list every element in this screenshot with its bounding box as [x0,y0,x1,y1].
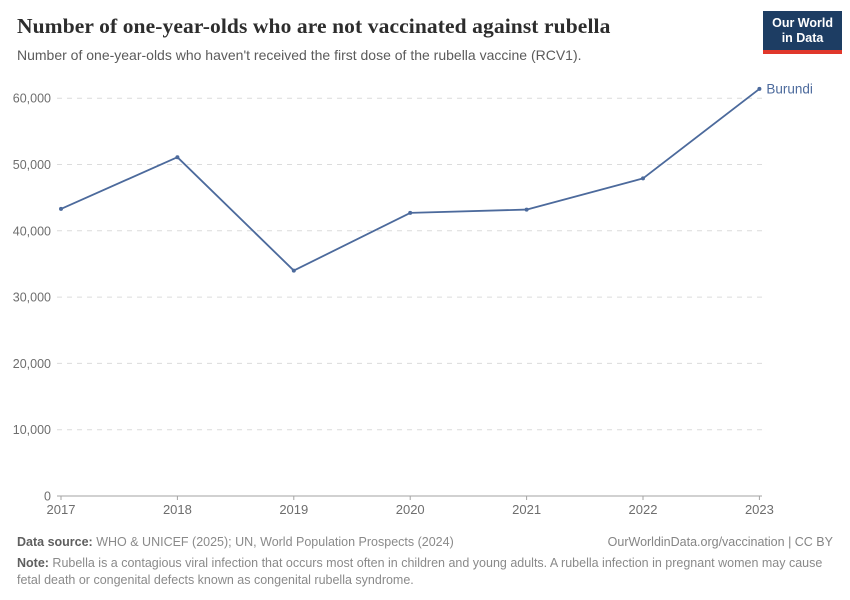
owid-logo-line1: Our World [772,16,833,30]
data-source-text: WHO & UNICEF (2025); UN, World Populatio… [92,535,454,549]
chart-footer: Data source: WHO & UNICEF (2025); UN, Wo… [17,534,833,589]
x-axis-label: 2022 [629,502,658,517]
chart-subtitle: Number of one-year-olds who haven't rece… [17,47,582,63]
y-axis-label: 60,000 [13,92,51,106]
data-point[interactable] [524,207,529,212]
y-axis-label: 50,000 [13,158,51,172]
data-point[interactable] [291,268,296,273]
series-end-label: Burundi [766,81,813,96]
x-axis-label: 2021 [512,502,541,517]
data-point[interactable] [641,176,645,181]
data-source: Data source: WHO & UNICEF (2025); UN, Wo… [17,534,454,551]
y-axis-label: 10,000 [13,423,51,437]
note-text: Rubella is a contagious viral infection … [17,555,823,587]
chart-svg: 0 10,000 20,000 30,000 40,000 50,000 60,000 201… [13,81,813,517]
data-point[interactable] [175,155,180,160]
data-point[interactable] [59,206,63,211]
data-point[interactable] [408,210,413,215]
owid-logo: Our World in Data [763,11,842,54]
y-axis-label: 30,000 [13,291,51,305]
x-axis-label: 2019 [279,502,308,517]
footer-source-row: Data source: WHO & UNICEF (2025); UN, Wo… [17,534,833,551]
y-axis-label: 20,000 [13,357,51,371]
x-axis-label: 2023 [745,502,774,517]
x-axis-label: 2017 [47,502,76,517]
page-title: Number of one-year-olds who are not vacc… [17,14,611,38]
x-axis-label: 2018 [163,502,192,517]
owid-logo-line2: in Data [781,30,824,45]
series-line [60,88,760,272]
footer-link[interactable]: OurWorldinData.org/vaccination | CC BY [607,535,833,549]
note-label: Note: [17,555,49,570]
data-source-label: Data source: [17,535,93,549]
y-axis-label: 0 [44,490,51,504]
line-chart: 0 10,000 20,000 30,000 40,000 50,000 60,000 201… [0,75,850,525]
y-axis-label: 40,000 [13,224,51,238]
footer-note: Note: Rubella is a contagious viral infe… [17,555,833,589]
chart-header: Number of one-year-olds who are not vacc… [17,14,833,63]
x-axis-label: 2020 [396,502,425,517]
data-point[interactable] [757,86,762,91]
